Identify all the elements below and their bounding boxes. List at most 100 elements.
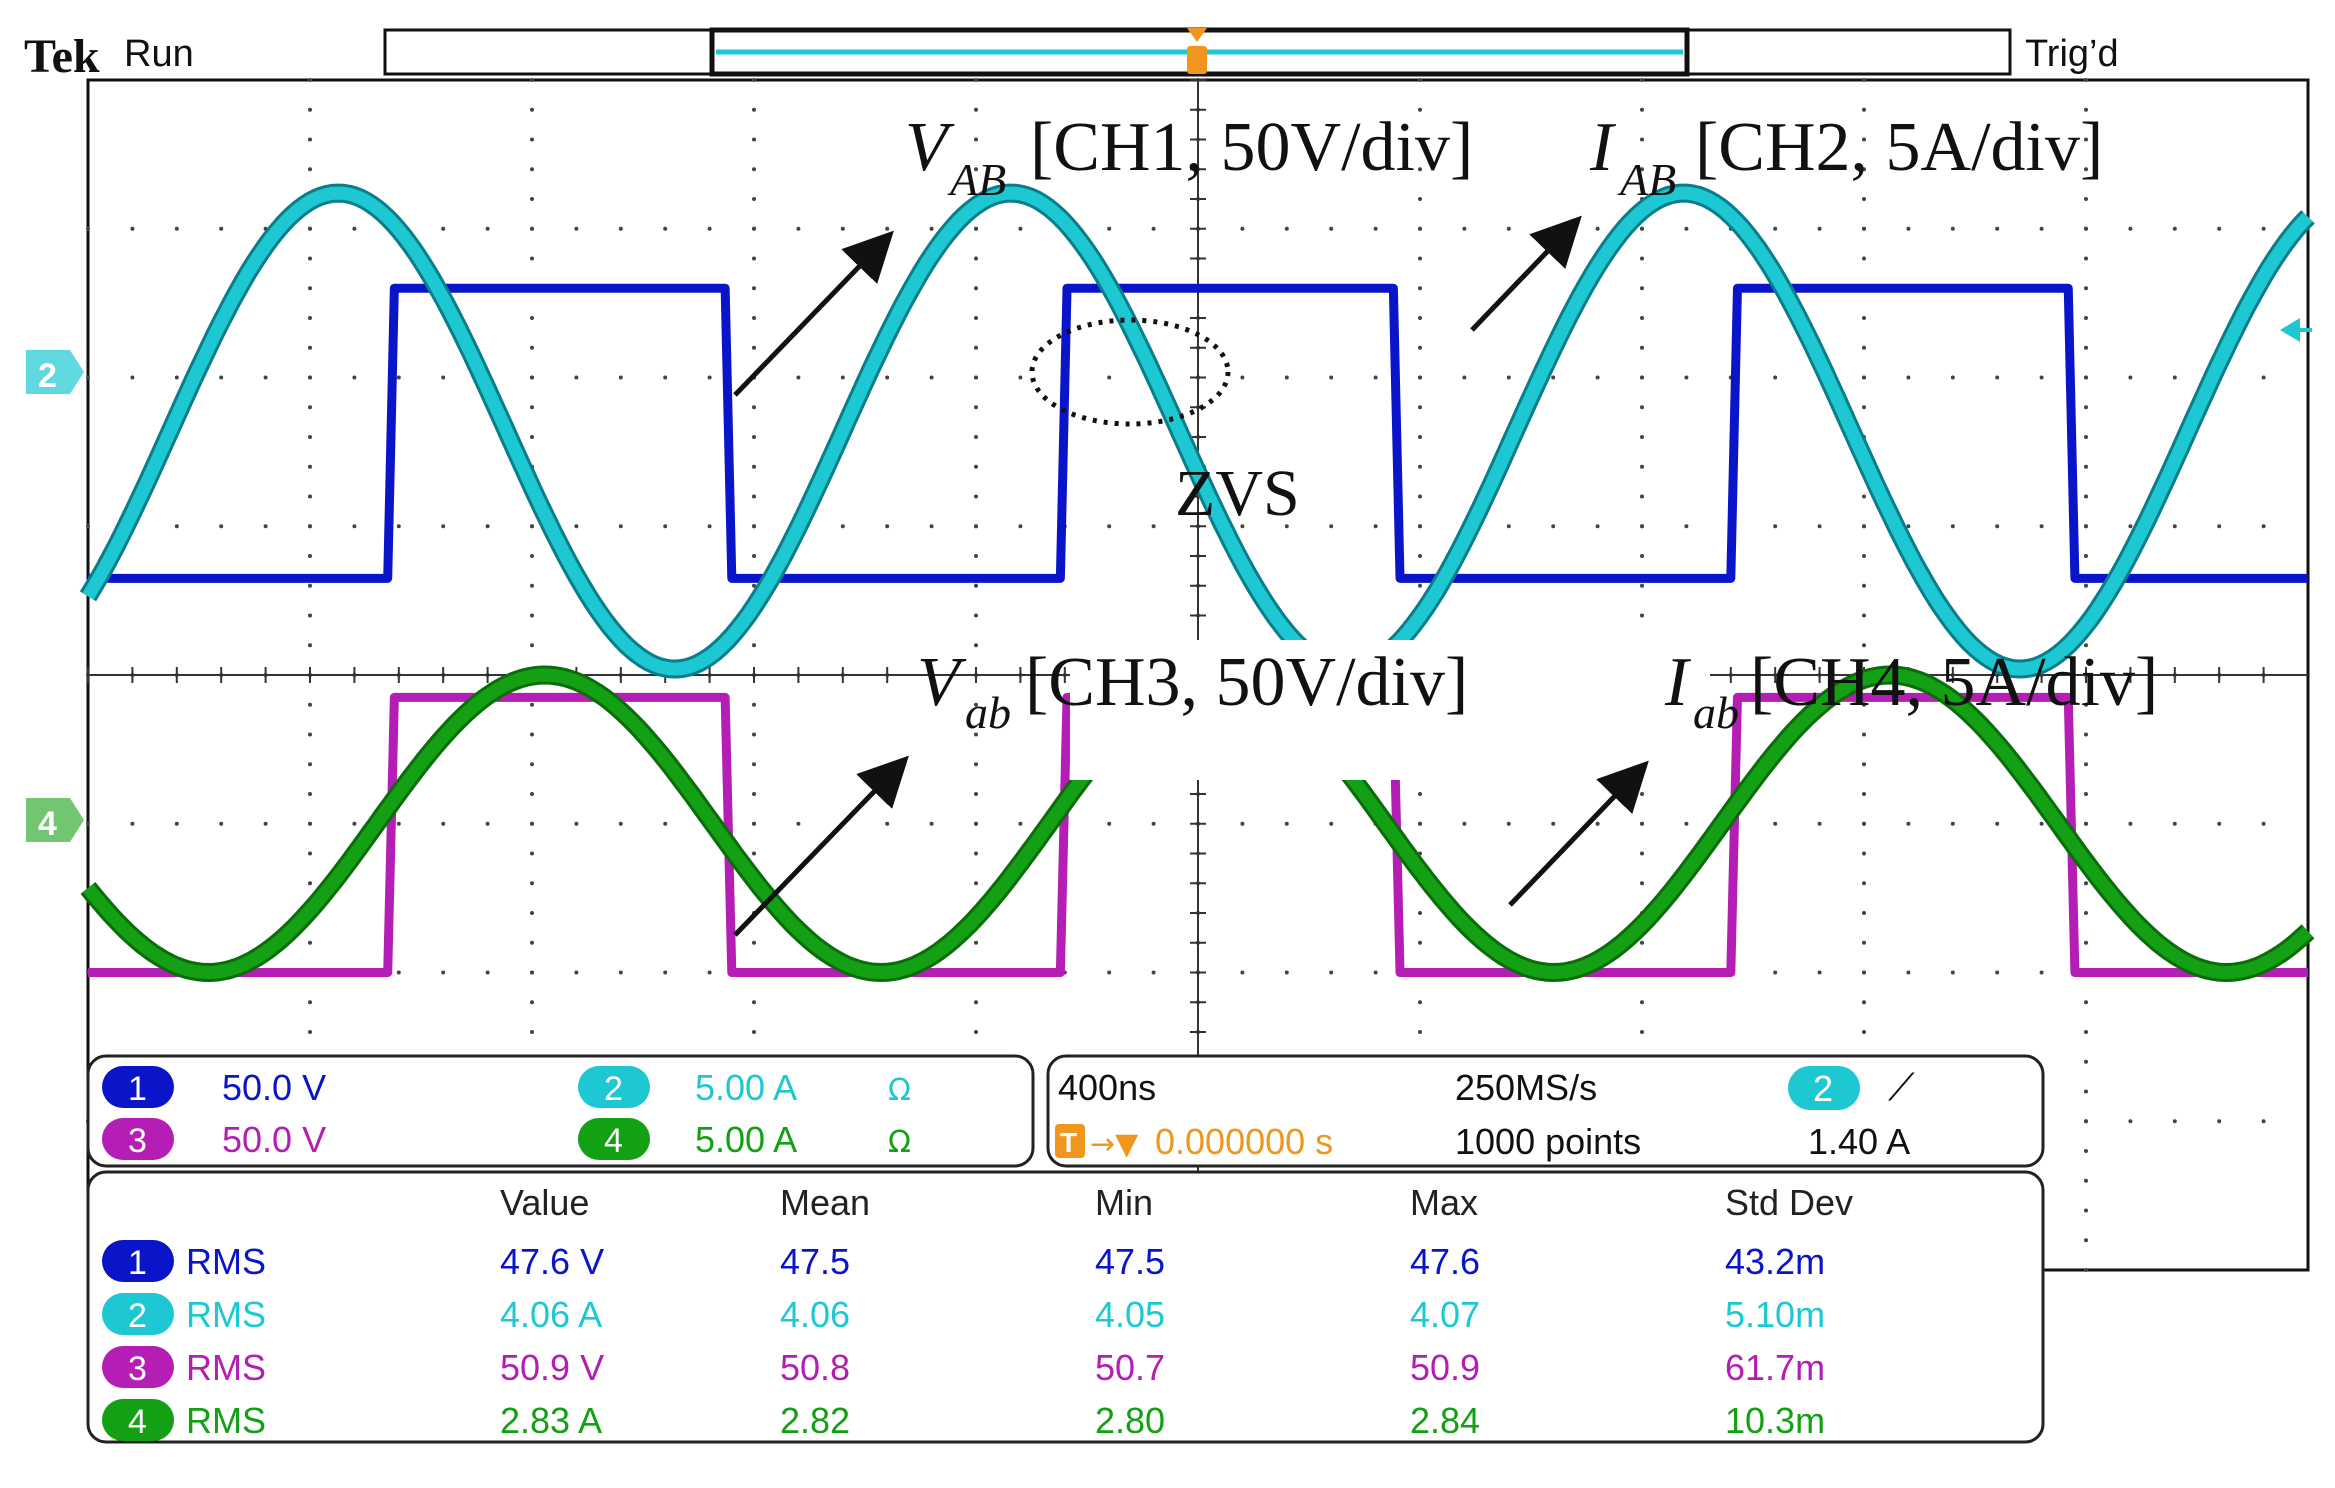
measurement-cell: 10.3m (1725, 1400, 1825, 1441)
grid-dot (1284, 524, 1289, 529)
grid-dot (1773, 226, 1778, 231)
grid-dot (2084, 405, 2088, 410)
grid-dot (2039, 524, 2044, 529)
grid-dot (530, 702, 534, 707)
grid-dot (530, 78, 534, 82)
measurement-header-mean: Mean (780, 1182, 870, 1223)
label-vab-main: V (905, 109, 955, 186)
grid-dot (308, 286, 312, 291)
grid-dot (2084, 940, 2088, 945)
grid-dot (1640, 464, 1644, 469)
grid-dot (1551, 821, 1556, 826)
grid-dot (308, 316, 312, 320)
grid-dot (1773, 375, 1778, 380)
grid-dot (752, 256, 756, 261)
grid-dot (752, 78, 756, 82)
measurement-header-min: Min (1095, 1182, 1153, 1223)
grid-dot (1418, 911, 1422, 915)
grid-dot (2039, 970, 2044, 975)
measurement-cell: 4.05 (1095, 1294, 1165, 1335)
measurement-cell: 43.2m (1725, 1241, 1825, 1282)
arrow-iab-upper (1470, 215, 1582, 332)
grid-dot (618, 226, 623, 231)
grid-dot (130, 226, 135, 231)
grid-dot (530, 762, 534, 767)
grid-dot (752, 762, 756, 767)
grid-dot (1906, 524, 1911, 529)
grid-dot (1240, 524, 1245, 529)
grid-dot (2084, 1178, 2088, 1183)
grid-dot (974, 762, 978, 767)
grid-dot (1995, 375, 2000, 380)
measurement-row: 4 RMS 2.83 A 2.82 2.80 2.84 10.3m (102, 1399, 1825, 1441)
grid-dot (1862, 197, 1866, 201)
grid-dot (1862, 316, 1866, 320)
grid-dot (1773, 524, 1778, 529)
label-vab-lower: V ab [CH3, 50V/div] (917, 644, 1468, 738)
grid-dot (308, 494, 312, 499)
grid-dot (1862, 970, 1866, 975)
measurement-row: 2 RMS 4.06 A 4.06 4.05 4.07 5.10m (102, 1293, 1825, 1335)
grid-dot (219, 226, 224, 231)
grid-dot (2084, 762, 2088, 767)
measurement-type: RMS (186, 1294, 266, 1335)
grid-dot (2128, 821, 2133, 826)
grid-dot (1862, 167, 1866, 172)
grid-dot (1506, 226, 1511, 231)
grid-dot (130, 821, 135, 826)
grid-dot (530, 197, 534, 201)
grid-dot (2084, 494, 2088, 499)
grid-dot (2172, 226, 2177, 231)
grid-dot (2084, 583, 2088, 588)
channel-2-badge-label: 2 (604, 1070, 623, 1108)
grid-dot (352, 375, 357, 380)
grid-dot (308, 524, 312, 529)
grid-dot (974, 821, 978, 826)
label-iab-sub: AB (1617, 154, 1676, 205)
grid-dot (1640, 316, 1644, 320)
grid-dot (1418, 256, 1422, 261)
grid-dot (1329, 821, 1334, 826)
grid-dot (1107, 821, 1112, 826)
grid-dot (752, 494, 756, 499)
grid-dot (1862, 851, 1866, 856)
grid-dot (974, 405, 978, 410)
grid-dot (1862, 911, 1866, 915)
grid-dot (1862, 583, 1866, 588)
grid-dot (663, 821, 668, 826)
trigger-position: 0.000000 s (1155, 1121, 1333, 1162)
grid-dot (1329, 524, 1334, 529)
measurement-cell: 50.9 V (500, 1347, 604, 1388)
grid-dot (752, 1000, 756, 1005)
grid-dot (2172, 1119, 2177, 1124)
grid-dot (974, 107, 978, 112)
grid-dot (1684, 226, 1689, 231)
grid-dot (1995, 524, 2000, 529)
measurement-cell: 5.10m (1725, 1294, 1825, 1335)
grid-dot (752, 137, 756, 142)
grid-dot (1862, 554, 1866, 558)
channel-2-badge (578, 1066, 650, 1108)
grid-dot (1684, 524, 1689, 529)
grid-dot (752, 345, 756, 350)
grid-dot (574, 821, 579, 826)
grid-dot (263, 524, 268, 529)
grid-dot (308, 1000, 312, 1005)
grid-dot (2084, 1238, 2088, 1243)
grid-dot (441, 821, 446, 826)
grid-dot (1373, 226, 1378, 231)
measurement-cell: 4.06 (780, 1294, 850, 1335)
grid-dot (707, 970, 712, 975)
grid-dot (1640, 167, 1644, 172)
grid-dot (974, 78, 978, 82)
grid-dot (86, 524, 90, 529)
grid-dot (485, 821, 490, 826)
grid-dot (974, 732, 978, 737)
channel-1-scale: 50.0 V (222, 1067, 326, 1108)
grid-dot (752, 732, 756, 737)
label-iab-rest: [CH2, 5A/div] (1695, 109, 2103, 186)
grid-dot (2084, 78, 2088, 82)
grid-dot (752, 197, 756, 201)
ch4-ground-marker-label: 4 (38, 805, 57, 843)
grid-dot (1950, 524, 1955, 529)
